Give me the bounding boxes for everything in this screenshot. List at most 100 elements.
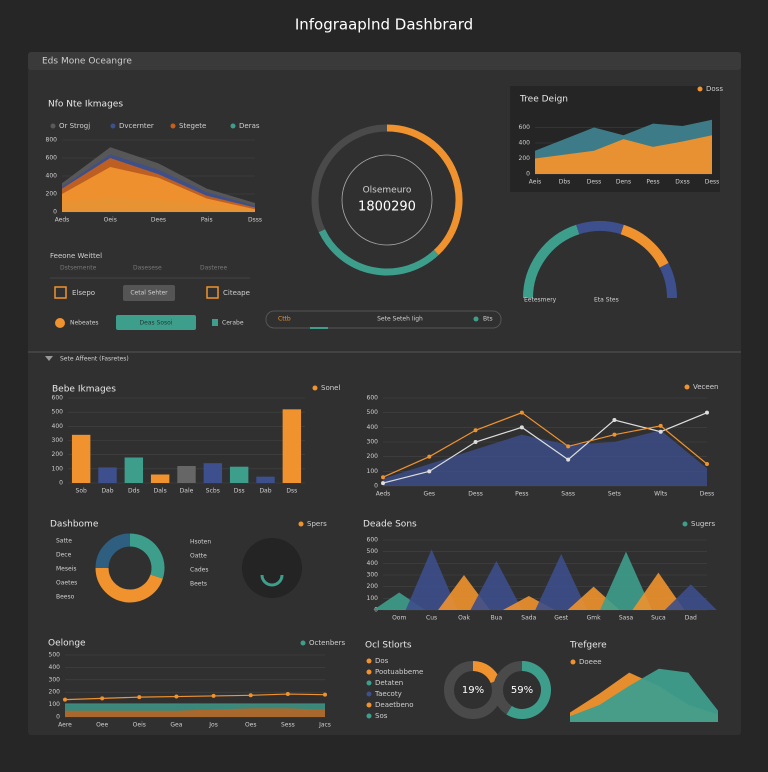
legend-swatch xyxy=(230,123,236,129)
checkbox[interactable] xyxy=(206,286,219,299)
point xyxy=(211,693,216,698)
area xyxy=(535,135,712,174)
x-tick-label: Pess xyxy=(646,179,659,186)
x-tick-label: Gmk xyxy=(587,615,601,622)
slider-tag: Bts xyxy=(483,316,493,323)
y-tick-label: 100 xyxy=(367,595,379,602)
chart-title: Deade Sons xyxy=(363,520,417,530)
x-tick-label: Oeis xyxy=(104,217,117,224)
legend-swatch xyxy=(50,123,56,129)
radio[interactable] xyxy=(55,318,65,328)
legend-swatch xyxy=(366,658,372,664)
segment xyxy=(659,263,677,299)
legend-label: Doeee xyxy=(579,658,602,666)
window-title: Eds Mone Oceangre xyxy=(42,57,132,67)
x-tick-label: Wlts xyxy=(654,491,667,498)
point xyxy=(658,423,663,428)
legend-swatch xyxy=(300,640,306,646)
bar xyxy=(98,467,117,483)
y-tick-label: 200 xyxy=(367,583,379,590)
point xyxy=(100,696,105,701)
y-tick-label: 500 xyxy=(367,548,379,555)
x-tick-label: Suca xyxy=(651,615,666,622)
slider-label: Sete Seteh Iigh xyxy=(377,316,423,323)
point xyxy=(427,469,432,474)
y-tick-label: 0 xyxy=(59,480,63,487)
area xyxy=(62,167,255,212)
point xyxy=(323,692,327,697)
x-tick-label: Aeds xyxy=(376,491,391,498)
legend-label: Spers xyxy=(307,520,327,528)
area xyxy=(65,708,325,717)
spike xyxy=(632,572,685,610)
legend-label: Doss xyxy=(706,85,723,93)
legend-swatch xyxy=(570,659,576,665)
y-tick-label: 400 xyxy=(49,664,61,671)
x-tick-label: Dad xyxy=(685,615,697,622)
side-label: Meseis xyxy=(56,566,76,573)
line xyxy=(382,412,708,484)
slider-tag: Cttb xyxy=(278,316,291,323)
legend-swatch xyxy=(366,702,372,708)
y-tick-label: 800 xyxy=(46,137,58,144)
line xyxy=(382,411,708,478)
chart-title: Oelonge xyxy=(48,639,86,649)
point xyxy=(705,462,709,466)
segment xyxy=(620,224,669,268)
page-title: Infograaplnd Dashbrard xyxy=(295,16,473,34)
x-tick-label: Dss xyxy=(286,488,297,495)
legend-label: Pootuabbeme xyxy=(375,668,423,676)
side-label: Beets xyxy=(190,581,207,588)
x-tick-label: Oes xyxy=(245,722,257,729)
y-tick-label: 400 xyxy=(46,173,58,180)
slider[interactable] xyxy=(265,310,502,329)
dial-arc xyxy=(260,574,284,587)
legend-swatch xyxy=(298,521,304,527)
checkbox-label: Cerabe xyxy=(222,320,244,327)
x-tick-label: Sass xyxy=(561,491,575,498)
point xyxy=(612,432,617,437)
y-tick-label: 100 xyxy=(367,468,379,475)
x-tick-label: Sess xyxy=(281,722,295,729)
side-label: Hsoten xyxy=(190,539,211,546)
line xyxy=(64,693,326,701)
legend-swatch xyxy=(312,385,318,391)
point xyxy=(381,475,385,480)
y-tick-label: 100 xyxy=(49,701,61,708)
side-label: Oaetes xyxy=(56,580,77,587)
x-tick-label: Dees xyxy=(151,217,166,224)
y-tick-label: 200 xyxy=(52,451,64,458)
chart-title: Bebe Ikmages xyxy=(52,385,116,395)
legend-label: Deras xyxy=(239,122,260,130)
point xyxy=(137,695,142,700)
legend-label: Stegete xyxy=(179,122,206,130)
legend-swatch xyxy=(366,713,372,719)
x-tick-label: Oak xyxy=(458,615,470,622)
y-tick-label: 300 xyxy=(367,572,379,579)
side-label: Dece xyxy=(56,552,72,559)
legend-label: Veceen xyxy=(693,383,718,391)
x-tick-label: Dals xyxy=(154,488,167,495)
x-tick-label: Dss xyxy=(234,488,245,495)
segment xyxy=(523,224,580,299)
x-tick-label: Bua xyxy=(491,615,503,622)
segment xyxy=(129,533,165,579)
y-tick-label: 400 xyxy=(519,140,531,147)
x-tick-label: Oom xyxy=(392,615,406,622)
legend-label: Octenbers xyxy=(309,639,345,647)
x-tick-label: Jos xyxy=(208,722,218,729)
area xyxy=(570,668,718,722)
bar xyxy=(203,463,223,483)
point xyxy=(519,410,524,415)
button[interactable] xyxy=(116,315,196,330)
x-tick-label: Jacs xyxy=(318,722,331,729)
checkbox[interactable] xyxy=(212,319,218,326)
x-tick-label: Dxss xyxy=(675,179,689,186)
legend-swatch xyxy=(170,123,176,129)
checkbox[interactable] xyxy=(54,286,67,299)
bar xyxy=(124,457,144,483)
button[interactable] xyxy=(123,285,175,301)
chart-title: Nfo Nte Ikmages xyxy=(48,100,123,110)
caret xyxy=(45,356,53,361)
window-bar xyxy=(28,52,741,70)
